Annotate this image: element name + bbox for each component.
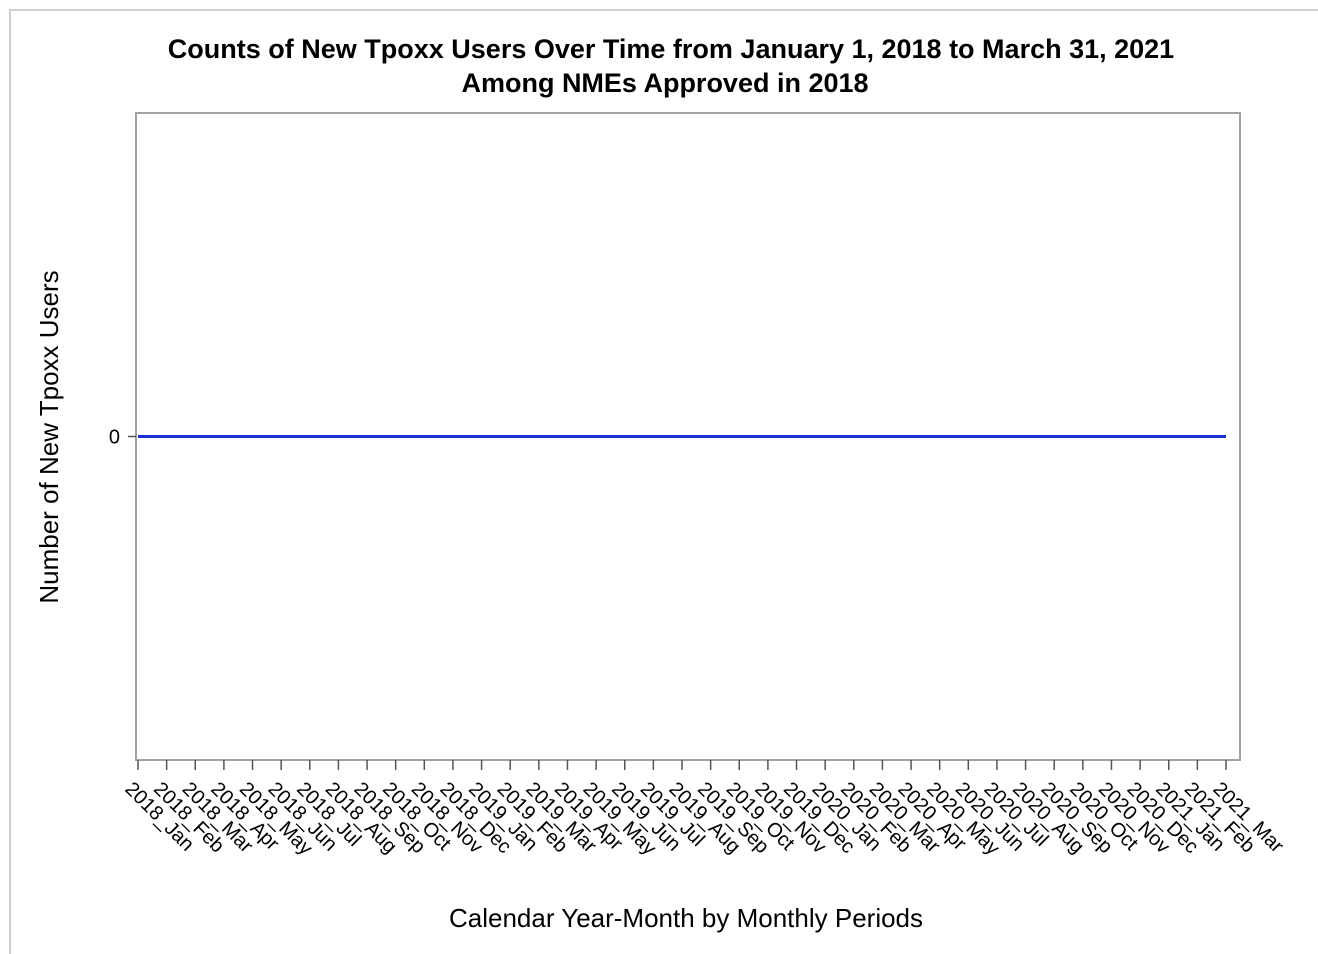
y-axis-label: Number of New Tpoxx Users	[34, 270, 64, 603]
page-frame	[9, 9, 1318, 954]
chart-title: Counts of New Tpoxx Users Over Time from…	[168, 34, 1174, 64]
x-axis-label: Calendar Year-Month by Monthly Periods	[449, 903, 923, 933]
y-tick-label: 0	[109, 427, 120, 449]
chart-title: Among NMEs Approved in 2018	[461, 68, 868, 98]
